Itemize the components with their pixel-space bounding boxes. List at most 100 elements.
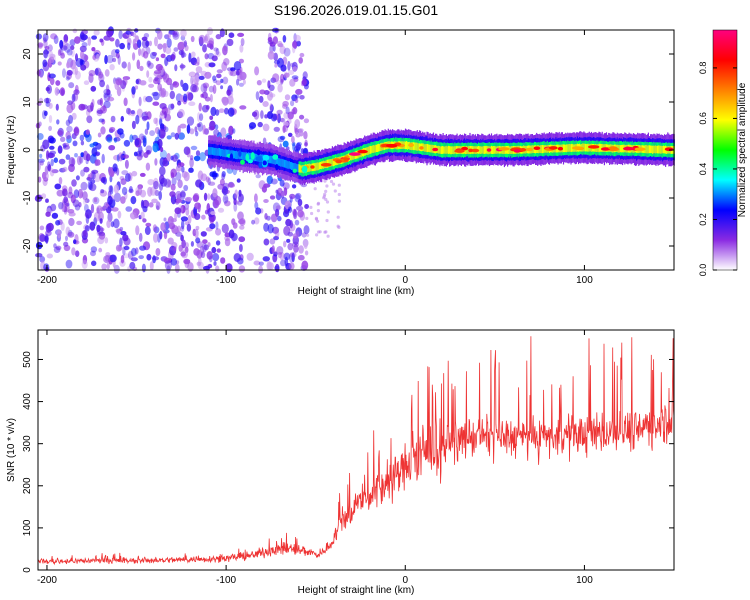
noise-speckle	[211, 55, 218, 62]
signal-band	[659, 145, 661, 154]
noise-speckle	[263, 222, 269, 232]
noise-speckle	[65, 259, 73, 269]
noise-speckle	[159, 166, 166, 176]
signal-band	[480, 146, 482, 154]
signal-band	[447, 145, 450, 154]
noise-speckle	[85, 129, 90, 135]
noise-speckle	[280, 117, 286, 123]
noise-speckle	[172, 32, 179, 38]
noise-speckle	[110, 115, 116, 123]
noise-speckle	[130, 196, 137, 205]
signal-band	[274, 157, 276, 165]
noise-speckle	[291, 184, 297, 189]
noise-speckle	[269, 103, 274, 112]
noise-speckle	[86, 115, 93, 124]
noise-speckle	[186, 147, 191, 158]
noise-speckle	[204, 35, 208, 44]
noise-speckle	[189, 157, 194, 168]
noise-speckle	[71, 247, 76, 256]
noise-speckle	[111, 207, 119, 212]
noise-speckle	[199, 152, 207, 162]
signal-band	[450, 146, 452, 155]
noise-speckle	[96, 53, 100, 60]
noise-speckle	[90, 246, 98, 253]
noise-speckle	[216, 73, 222, 79]
noise-speckle	[282, 125, 286, 134]
noise-speckle	[227, 182, 235, 188]
noise-speckle	[155, 117, 159, 127]
noise-speckle	[109, 63, 115, 71]
noise-speckle	[179, 123, 187, 129]
noise-speckle	[157, 129, 161, 139]
noise-speckle	[63, 241, 69, 247]
noise-speckle	[46, 84, 52, 94]
noise-speckle	[238, 82, 244, 87]
noise-speckle	[270, 178, 278, 185]
signal-hotspot	[357, 149, 368, 154]
signal-band	[210, 147, 212, 155]
noise-speckle	[140, 199, 145, 209]
noise-speckle	[83, 80, 90, 85]
signal-band	[332, 158, 335, 167]
noise-speckle	[48, 56, 55, 64]
noise-speckle	[170, 54, 176, 60]
colorbar-tick-label: 0.6	[698, 112, 708, 125]
noise-speckle	[130, 257, 138, 262]
noise-speckle	[94, 159, 101, 166]
noise-speckle	[190, 145, 198, 151]
noise-speckle	[171, 177, 177, 186]
signal-band	[453, 146, 455, 155]
noise-speckle	[84, 198, 90, 203]
signal-band	[645, 144, 647, 154]
noise-speckle	[131, 170, 138, 177]
noise-speckle	[135, 225, 140, 236]
signal-band	[295, 163, 297, 172]
noise-speckle	[177, 125, 181, 135]
signal-hotspot	[454, 149, 465, 153]
x-tick-label: 0	[402, 275, 408, 286]
signal-band	[425, 144, 427, 152]
noise-speckle	[215, 48, 220, 56]
noise-speckle	[193, 155, 201, 162]
noise-speckle	[186, 124, 191, 134]
signal-band	[493, 146, 495, 154]
noise-speckle	[123, 245, 130, 251]
noise-speckle	[216, 248, 221, 253]
signal-band	[379, 143, 381, 152]
noise-speckle	[75, 250, 80, 257]
noise-speckle	[274, 63, 278, 68]
noise-speckle	[119, 237, 123, 247]
noise-speckle	[66, 69, 73, 76]
noise-speckle	[221, 61, 228, 72]
signal-band	[226, 149, 228, 158]
snr-ticks: -200 -100 0 100 0 100 200 300 400 500	[22, 330, 674, 586]
noise-speckle	[316, 201, 321, 205]
noise-speckle	[99, 79, 105, 88]
noise-speckle	[167, 179, 172, 188]
noise-speckle	[53, 243, 57, 249]
noise-speckle	[225, 263, 233, 273]
noise-speckle	[134, 85, 139, 90]
noise-speckle	[178, 244, 183, 252]
noise-speckle	[155, 248, 161, 256]
signal-band	[320, 162, 322, 169]
noise-speckle	[167, 237, 174, 245]
noise-speckle	[61, 202, 65, 213]
noise-speckle	[300, 148, 305, 155]
noise-speckle	[255, 174, 261, 179]
noise-speckle	[267, 50, 275, 60]
noise-speckle	[116, 154, 120, 162]
noise-speckle	[82, 198, 88, 206]
noise-speckle	[109, 126, 116, 133]
noise-speckle	[295, 88, 303, 95]
signal-hotspot	[498, 147, 510, 151]
noise-speckle	[154, 36, 158, 47]
noise-speckle	[153, 233, 159, 243]
noise-speckle	[267, 223, 274, 234]
noise-speckle	[233, 61, 242, 71]
noise-speckle	[204, 53, 209, 60]
noise-speckle	[254, 217, 260, 225]
signal-band	[484, 146, 486, 154]
signal-band	[269, 155, 271, 164]
